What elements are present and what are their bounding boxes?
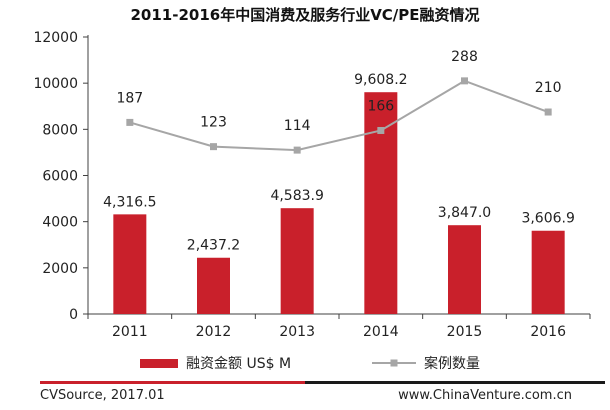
line-point-2011 bbox=[126, 118, 134, 126]
bar-2012 bbox=[197, 257, 230, 314]
y-tick-label-2: 4000 bbox=[42, 215, 78, 231]
footer-rule-dark bbox=[305, 381, 605, 384]
legend: 融资金额 US$ M 案例数量 bbox=[0, 353, 610, 375]
legend-label-bar: 融资金额 US$ M bbox=[186, 356, 292, 372]
legend-item-bar: 融资金额 US$ M bbox=[140, 353, 291, 373]
y-tick-label-5: 10000 bbox=[33, 76, 78, 92]
x-tick-label-3: 2014 bbox=[363, 324, 399, 340]
line-point-2015 bbox=[461, 77, 468, 85]
line-label-2012: 123 bbox=[200, 115, 227, 131]
x-tick-label-0: 2011 bbox=[112, 324, 148, 340]
footer-source: CVSource, 2017.01 bbox=[40, 388, 165, 403]
x-tick-label-5: 2016 bbox=[530, 324, 566, 340]
line-label-2014: 166 bbox=[367, 98, 394, 114]
chart-title: 2011-2016年中国消费及服务行业VC/PE融资情况 bbox=[130, 6, 480, 24]
bar-2014 bbox=[364, 92, 398, 314]
bar-2013 bbox=[280, 208, 314, 314]
x-tick-label-4: 2015 bbox=[447, 324, 483, 340]
x-tick-label-1: 2012 bbox=[196, 324, 232, 340]
line-point-2012 bbox=[210, 143, 217, 151]
bar-2015 bbox=[448, 225, 481, 314]
y-tick-label-0: 0 bbox=[69, 307, 78, 323]
x-tick-label-2: 2013 bbox=[279, 324, 315, 340]
line-point-2014 bbox=[377, 126, 385, 134]
legend-label-line: 案例数量 bbox=[424, 356, 480, 372]
y-tick-label-3: 6000 bbox=[42, 169, 78, 185]
legend-line-marker bbox=[390, 359, 398, 367]
line-label-2015: 288 bbox=[451, 49, 478, 65]
bar-label-2014: 9,608.2 bbox=[354, 72, 407, 88]
y-tick-label-1: 2000 bbox=[42, 261, 78, 277]
bar-label-2012: 2,437.2 bbox=[187, 238, 240, 254]
y-tick-label-4: 8000 bbox=[42, 122, 78, 138]
line-series-cases bbox=[129, 79, 549, 152]
line-point-2013 bbox=[293, 146, 301, 154]
legend-swatch-line bbox=[372, 359, 416, 367]
legend-item-line: 案例数量 bbox=[372, 353, 480, 373]
bar-2011 bbox=[113, 214, 147, 314]
bar-label-2013: 4,583.9 bbox=[270, 188, 323, 204]
bar-label-2016: 3,606.9 bbox=[521, 211, 574, 227]
bar-label-2015: 3,847.0 bbox=[438, 205, 491, 221]
line-point-2016 bbox=[544, 108, 552, 116]
chart-canvas: 0 2000 4000 6000 8000 10000 12000 2011 2012 2013 2… bbox=[33, 30, 591, 340]
bar-label-2011: 4,316.5 bbox=[103, 194, 156, 210]
bar-2016 bbox=[531, 230, 565, 314]
line-label-2011: 187 bbox=[116, 90, 143, 106]
line-label-2016: 210 bbox=[535, 80, 562, 96]
line-label-2013: 114 bbox=[284, 118, 311, 134]
footer-rule-red bbox=[40, 381, 305, 384]
legend-swatch-bar bbox=[140, 358, 178, 368]
y-tick-label-6: 12000 bbox=[33, 30, 78, 46]
footer-site: www.ChinaVenture.com.cn bbox=[398, 388, 572, 403]
